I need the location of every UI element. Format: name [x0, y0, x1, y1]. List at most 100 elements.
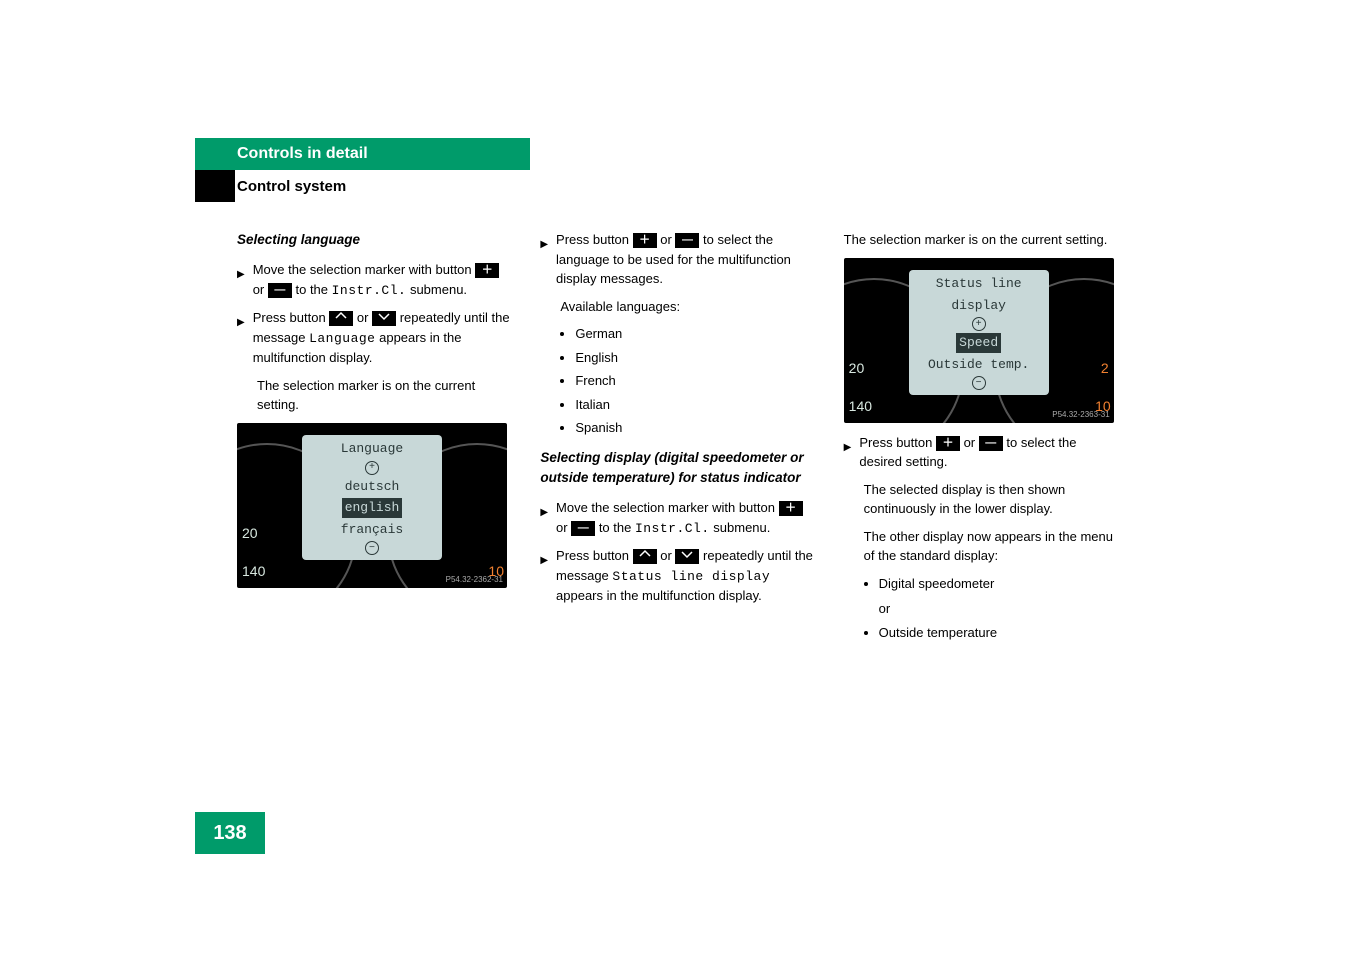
section-title: Control system	[237, 178, 346, 195]
step-move-marker-lang: Move the selection marker with button ＋ …	[237, 260, 510, 300]
monospace-text: Instr.Cl.	[635, 521, 710, 536]
lcd-line-title: Status line	[936, 274, 1022, 294]
list-item: Digital speedometer or	[879, 574, 1117, 619]
figure-label: P54.32-2362-31	[446, 574, 503, 586]
chapter-header: Controls in detail	[195, 138, 530, 170]
minus-button-icon: —	[571, 521, 595, 536]
step-arrow-icon	[844, 436, 852, 456]
page-number-text: 138	[213, 822, 246, 845]
gauge-number: 2	[1101, 358, 1109, 379]
monospace-text: Instr.Cl.	[332, 283, 407, 298]
up-chevron-button-icon	[633, 549, 657, 564]
text-fragment: or	[253, 282, 268, 297]
lcd-line-title: display	[951, 296, 1006, 316]
step-select-setting: Press button ＋ or — to select the desire…	[844, 433, 1117, 472]
text-fragment: Digital speedometer	[879, 576, 995, 591]
minus-button-icon: —	[979, 436, 1003, 451]
text-fragment: or	[657, 548, 676, 563]
step-arrow-icon	[540, 549, 548, 569]
gauge-number: 140	[242, 561, 265, 582]
step-text: Press button or repeatedly until the mes…	[253, 308, 511, 368]
gauge-number: 140	[849, 396, 872, 417]
plus-button-icon: ＋	[475, 263, 499, 278]
instrument-cluster-figure-status: Status line display + Speed Outside temp…	[844, 258, 1114, 423]
note-selection-marker: The selection marker is on the current s…	[257, 376, 510, 415]
note-selection-marker-2: The selection marker is on the current s…	[844, 230, 1117, 250]
list-item: German	[575, 324, 813, 344]
language-list: German English French Italian Spanish	[575, 324, 813, 438]
down-chevron-button-icon	[372, 311, 396, 326]
step-text: Move the selection marker with button ＋ …	[253, 260, 511, 300]
column-2: Press button ＋ or — to select the langua…	[540, 230, 813, 652]
note-selected-display: The selected display is then shown conti…	[864, 480, 1117, 519]
text-fragment: or	[960, 435, 979, 450]
step-arrow-icon	[237, 263, 245, 283]
lcd-plus-icon: +	[365, 461, 379, 475]
up-chevron-button-icon	[329, 311, 353, 326]
text-fragment: to the	[595, 520, 635, 535]
step-arrow-icon	[237, 311, 245, 331]
column-1: Selecting language Move the selection ma…	[237, 230, 510, 652]
monospace-text: Status line display	[612, 569, 770, 584]
note-other-display: The other display now appears in the men…	[864, 527, 1117, 566]
gauge-number: 20	[849, 358, 865, 379]
lcd-line-title: Language	[341, 439, 403, 459]
text-fragment: appears in the multifunction display.	[556, 588, 762, 603]
status-menu-list: Digital speedometer or Outside temperatu…	[879, 574, 1117, 643]
lcd-line-selected: Speed	[956, 333, 1001, 353]
step-select-language: Press button ＋ or — to select the langua…	[540, 230, 813, 289]
header-black-block	[195, 170, 235, 202]
step-text: Move the selection marker with button ＋ …	[556, 498, 814, 538]
minus-button-icon: —	[675, 233, 699, 248]
lcd-minus-icon: −	[972, 376, 986, 390]
available-languages-label: Available languages:	[560, 297, 813, 317]
minus-button-icon: —	[268, 283, 292, 298]
figure-label: P54.32-2363-31	[1052, 409, 1109, 421]
plus-button-icon: ＋	[779, 501, 803, 516]
text-fragment: Move the selection marker with button	[556, 500, 779, 515]
plus-button-icon: ＋	[936, 436, 960, 451]
list-item: French	[575, 371, 813, 391]
list-item: Italian	[575, 395, 813, 415]
step-text: Press button or repeatedly until the mes…	[556, 546, 814, 606]
step-press-until-status: Press button or repeatedly until the mes…	[540, 546, 813, 606]
column-3: The selection marker is on the current s…	[844, 230, 1117, 652]
text-fragment: submenu.	[710, 520, 771, 535]
text-fragment: Press button	[253, 310, 330, 325]
step-text: Press button ＋ or — to select the desire…	[859, 433, 1117, 472]
lcd-line-option: Outside temp.	[928, 355, 1029, 375]
content-columns: Selecting language Move the selection ma…	[237, 230, 1117, 652]
text-or: or	[879, 599, 1117, 619]
step-text: Press button ＋ or — to select the langua…	[556, 230, 814, 289]
text-fragment: Press button	[859, 435, 936, 450]
text-fragment: or	[657, 232, 676, 247]
list-item: Outside temperature	[879, 623, 1117, 643]
down-chevron-button-icon	[675, 549, 699, 564]
lcd-line-selected: english	[342, 498, 403, 518]
text-fragment: Press button	[556, 232, 633, 247]
step-arrow-icon	[540, 501, 548, 521]
list-item: Spanish	[575, 418, 813, 438]
lcd-display: Status line display + Speed Outside temp…	[909, 270, 1049, 395]
plus-button-icon: ＋	[633, 233, 657, 248]
page-number: 138	[195, 812, 265, 854]
instrument-cluster-figure-language: Language + deutsch english français − 20…	[237, 423, 507, 588]
text-fragment: submenu.	[406, 282, 467, 297]
lcd-line-option: deutsch	[345, 477, 400, 497]
manual-page: Controls in detail Control system Select…	[0, 0, 1351, 954]
lcd-plus-icon: +	[972, 317, 986, 331]
step-move-marker-display: Move the selection marker with button ＋ …	[540, 498, 813, 538]
lcd-minus-icon: −	[365, 541, 379, 555]
monospace-text: Language	[309, 331, 375, 346]
gauge-number: 20	[242, 523, 258, 544]
lcd-display: Language + deutsch english français −	[302, 435, 442, 560]
step-arrow-icon	[540, 233, 548, 253]
text-fragment: Press button	[556, 548, 633, 563]
text-fragment: Move the selection marker with button	[253, 262, 476, 277]
heading-selecting-language: Selecting language	[237, 230, 510, 250]
text-fragment: or	[556, 520, 571, 535]
lcd-line-option: français	[341, 520, 403, 540]
heading-selecting-display: Selecting display (digital speedometer o…	[540, 448, 813, 489]
step-press-until-language: Press button or repeatedly until the mes…	[237, 308, 510, 368]
text-fragment: or	[353, 310, 372, 325]
